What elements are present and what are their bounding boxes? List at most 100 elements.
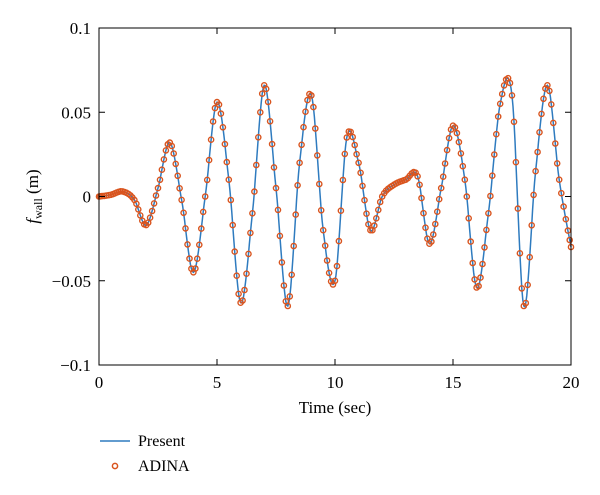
series-marker-adina — [231, 248, 238, 255]
series-marker-adina — [247, 229, 254, 237]
series-marker-adina — [294, 181, 301, 189]
series-marker-adina — [343, 134, 351, 141]
series-marker-adina — [168, 142, 176, 150]
series-marker-adina — [532, 167, 539, 175]
series-marker-adina — [506, 79, 514, 87]
series-marker-adina — [229, 221, 236, 229]
series-marker-adina — [300, 123, 307, 131]
series-marker-adina — [176, 184, 183, 192]
series-marker-adina — [221, 140, 229, 148]
series-marker-adina — [174, 172, 181, 180]
series-marker-adina — [302, 108, 309, 115]
series-marker-adina — [445, 134, 453, 142]
series-marker-adina — [219, 124, 227, 131]
series-marker-adina — [457, 150, 465, 157]
series-marker-adina — [134, 206, 142, 213]
series-marker-adina — [552, 140, 559, 147]
series-marker-adina — [530, 191, 537, 199]
series-marker-adina — [180, 209, 187, 217]
series-marker-adina — [562, 215, 570, 223]
series-marker-adina — [546, 87, 553, 95]
series-marker-adina — [262, 85, 270, 93]
series-marker-adina — [225, 176, 233, 183]
series-marker-adina — [201, 193, 209, 200]
x-tick-label: 20 — [563, 373, 580, 392]
series-marker-adina — [286, 293, 294, 300]
series-marker-adina — [455, 138, 463, 146]
series-marker-adina — [471, 276, 478, 283]
series-marker-adina — [435, 195, 443, 203]
y-tick-label: 0.1 — [70, 19, 91, 38]
series-marker-adina — [233, 272, 240, 280]
series-marker-adina — [487, 192, 494, 200]
series-marker-adina — [251, 188, 258, 195]
series-marker-adina — [443, 146, 451, 154]
series-marker-adina — [526, 253, 534, 261]
series-marker-adina — [162, 147, 170, 154]
series-marker-adina — [278, 259, 286, 266]
series-marker-adina — [433, 208, 441, 215]
series-marker-adina — [158, 166, 166, 173]
series-marker-adina — [566, 236, 574, 244]
series-marker-adina — [553, 160, 561, 167]
series-marker-adina — [420, 209, 427, 217]
series-marker-adina — [264, 98, 272, 106]
series-marker-adina — [365, 220, 372, 228]
series-marker-adina — [298, 141, 305, 149]
y-axis-label-unit: (m) — [23, 169, 42, 198]
series-marker-adina — [422, 224, 429, 231]
series-marker-adina — [170, 150, 177, 157]
series-marker-adina — [451, 124, 459, 131]
series-marker-adina — [203, 176, 211, 184]
legend-label-adina: ADINA — [138, 458, 190, 475]
series-marker-adina — [239, 297, 246, 304]
series-marker-adina — [550, 119, 557, 127]
axes-frame — [98, 27, 572, 366]
series-marker-adina — [349, 133, 357, 141]
series-marker-adina — [313, 152, 321, 159]
series-marker-adina — [414, 172, 421, 180]
series-marker-adina — [186, 255, 193, 262]
series-marker-adina — [353, 150, 360, 158]
series-marker-adina — [518, 285, 526, 292]
series-marker-adina — [490, 151, 498, 158]
series-marker-adina — [496, 100, 504, 108]
series-marker-adina — [522, 299, 530, 307]
series-marker-adina — [154, 184, 162, 192]
series-marker-adina — [524, 281, 532, 289]
series-marker-adina — [315, 180, 323, 188]
series-marker-adina — [370, 222, 378, 229]
series-marker-adina — [548, 101, 555, 108]
series-marker-adina — [469, 259, 477, 267]
series-marker-adina — [146, 214, 154, 221]
series-marker-adina — [266, 118, 274, 125]
y-tick-label: −0.1 — [60, 356, 91, 375]
legend: Present ADINA — [100, 433, 190, 475]
series-marker-adina — [325, 269, 333, 277]
series-marker-adina — [431, 220, 439, 228]
plot-layer — [95, 74, 575, 310]
series-marker-adina — [249, 209, 256, 217]
series-marker-adina — [560, 203, 567, 210]
series-marker-adina — [258, 90, 266, 97]
series-marker-adina — [361, 196, 368, 204]
series-marker-adina — [492, 130, 500, 138]
series-marker-adina — [429, 231, 437, 238]
series-marker-adina — [540, 95, 547, 103]
series-marker-adina — [211, 104, 219, 112]
y-tick-label: 0 — [83, 188, 92, 207]
series-marker-adina — [479, 260, 486, 268]
series-marker-adina — [536, 128, 543, 136]
series-marker-adina — [355, 159, 362, 167]
series-marker-adina — [227, 196, 235, 204]
series-marker-adina — [483, 226, 490, 234]
series-line-present — [98, 77, 572, 308]
legend-label-present: Present — [138, 433, 186, 450]
y-tick-label: 0.05 — [61, 103, 91, 122]
series-marker-adina — [197, 225, 205, 232]
x-tick-label: 10 — [327, 373, 344, 392]
y-axis-label-main: f — [23, 217, 42, 224]
x-tick-label: 0 — [95, 373, 104, 392]
series-marker-adina — [245, 250, 252, 258]
